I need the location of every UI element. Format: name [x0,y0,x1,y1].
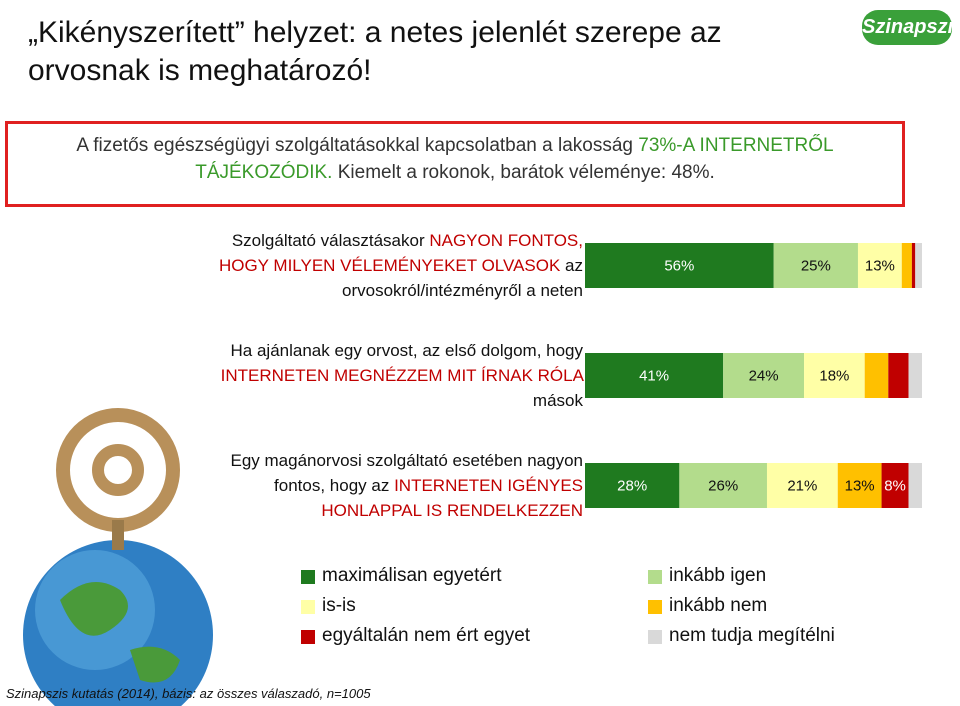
value-label: 18% [819,367,849,384]
bar-segment [723,353,805,398]
highlight-text: 73%-A INTERNETRŐL TÁJÉKOZÓDIK. [195,135,834,183]
legend-label: inkább nem [669,595,768,616]
bar-segment [804,353,865,398]
value-label: 24% [749,367,779,384]
legend-label: inkább igen [669,565,767,586]
legend-swatch [301,600,315,614]
category-text: Egy magánorvosi szolgáltató esetében nag… [230,451,583,495]
bar-segment [766,463,838,508]
category-text: NAGYON FONTOS, HOGY MILYEN VÉLEMÉNYEKET … [218,231,583,275]
legend-swatch [648,570,662,584]
bar-segment [915,243,922,288]
bar-segment [908,463,922,508]
bar-segment [911,243,916,288]
bar-segment [901,243,912,288]
bar-segment [773,243,858,288]
legend-label: egyáltalán nem ért egyet [322,625,531,646]
legend-swatch [301,630,315,644]
category-text: INTERNETEN IGÉNYES HONLAPPAL IS RENDELKE… [321,476,583,520]
bar-segment [585,463,680,508]
legend-label: maximálisan egyetért [322,565,502,586]
value-label: 21% [787,477,817,494]
value-label: 56% [664,257,694,274]
category-label: Szolgáltató választásakor NAGYON FONTOS,… [193,228,583,303]
bar-segment [585,353,724,398]
value-label: 25% [801,257,831,274]
legend-label: nem tudja megítélni [669,625,835,646]
bar-segment [881,463,909,508]
slide-title: „Kikényszerített” helyzet: a netes jelen… [28,16,722,87]
bar-segment [864,353,889,398]
bar-segment [888,353,909,398]
bar-segment [585,243,774,288]
bar-segment [679,463,767,508]
value-label: 26% [708,477,738,494]
legend-swatch [301,570,315,584]
callout-text: Kiemelt a rokonok, barátok véleménye: 48… [332,162,715,183]
category-label: Egy magánorvosi szolgáltató esetében nag… [193,448,583,523]
globe-illustration [23,408,213,706]
footnote: Szinapszis kutatás (2014), bázis: az öss… [6,686,371,701]
category-text: mások [532,391,583,410]
bar-segment [908,353,922,398]
value-label: 28% [617,477,647,494]
bar-segment [857,243,902,288]
legend-swatch [648,600,662,614]
callout: A fizetős egészségügyi szolgáltatásokkal… [5,121,905,207]
category-text: Ha ajánlanak egy orvost, az első dolgom,… [230,341,583,360]
callout-text: A fizetős egészségügyi szolgáltatásokkal… [76,135,639,156]
category-text: INTERNETEN MEGNÉZZEM MIT ÍRNAK RÓLA [220,366,583,385]
category-text: Szolgáltató választásakor [231,231,430,250]
value-label: 41% [639,367,669,384]
value-label: 8% [884,477,906,494]
legend-swatch [648,630,662,644]
value-label: 13% [865,257,895,274]
legend-label: is-is [322,595,356,616]
category-text: az orvosokról/intézményről a neten [342,256,583,300]
value-label: 13% [845,477,875,494]
category-label: Ha ajánlanak egy orvost, az első dolgom,… [193,338,583,413]
bar-segment [837,463,882,508]
logo: Szinapszis [862,10,960,45]
